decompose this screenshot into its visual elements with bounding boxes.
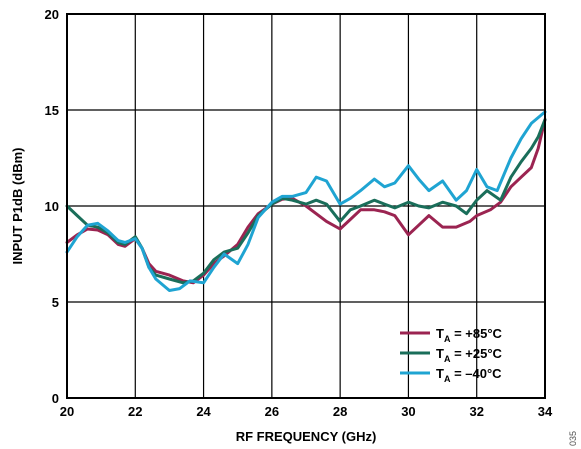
x-axis-title: RF FREQUENCY (GHz) xyxy=(236,429,377,444)
y-tick-label: 0 xyxy=(52,391,59,406)
y-tick-label: 20 xyxy=(45,7,59,22)
x-tick-labels: 20 22 24 26 28 30 32 34 xyxy=(60,404,553,419)
legend-label: TA = –40°C xyxy=(436,366,502,384)
figure-id: 035 xyxy=(568,431,578,446)
x-tick-label: 22 xyxy=(128,404,142,419)
y-tick-labels: 0 5 10 15 20 xyxy=(45,7,59,406)
x-tick-label: 28 xyxy=(333,404,347,419)
plot-frame xyxy=(66,13,546,399)
y-tick-label: 15 xyxy=(45,103,59,118)
x-tick-label: 26 xyxy=(265,404,279,419)
x-tick-label: 34 xyxy=(538,404,553,419)
legend-label: TA = +85°C xyxy=(436,326,503,344)
x-tick-label: 30 xyxy=(401,404,415,419)
series-line-3 xyxy=(65,110,547,292)
y-axis-title: INPUT P1dB (dBm) xyxy=(10,148,25,265)
series-line-2 xyxy=(65,118,547,285)
y-tick-label: 10 xyxy=(45,199,59,214)
legend-label: TA = +25°C xyxy=(436,346,503,364)
series-layer xyxy=(65,110,547,292)
x-tick-label: 24 xyxy=(196,404,211,419)
series-line-1 xyxy=(65,118,547,285)
y-tick-label: 5 xyxy=(52,295,59,310)
x-tick-label: 20 xyxy=(60,404,74,419)
x-tick-label: 32 xyxy=(469,404,483,419)
legend: TA = +85°C TA = +25°C TA = –40°C xyxy=(400,326,503,384)
